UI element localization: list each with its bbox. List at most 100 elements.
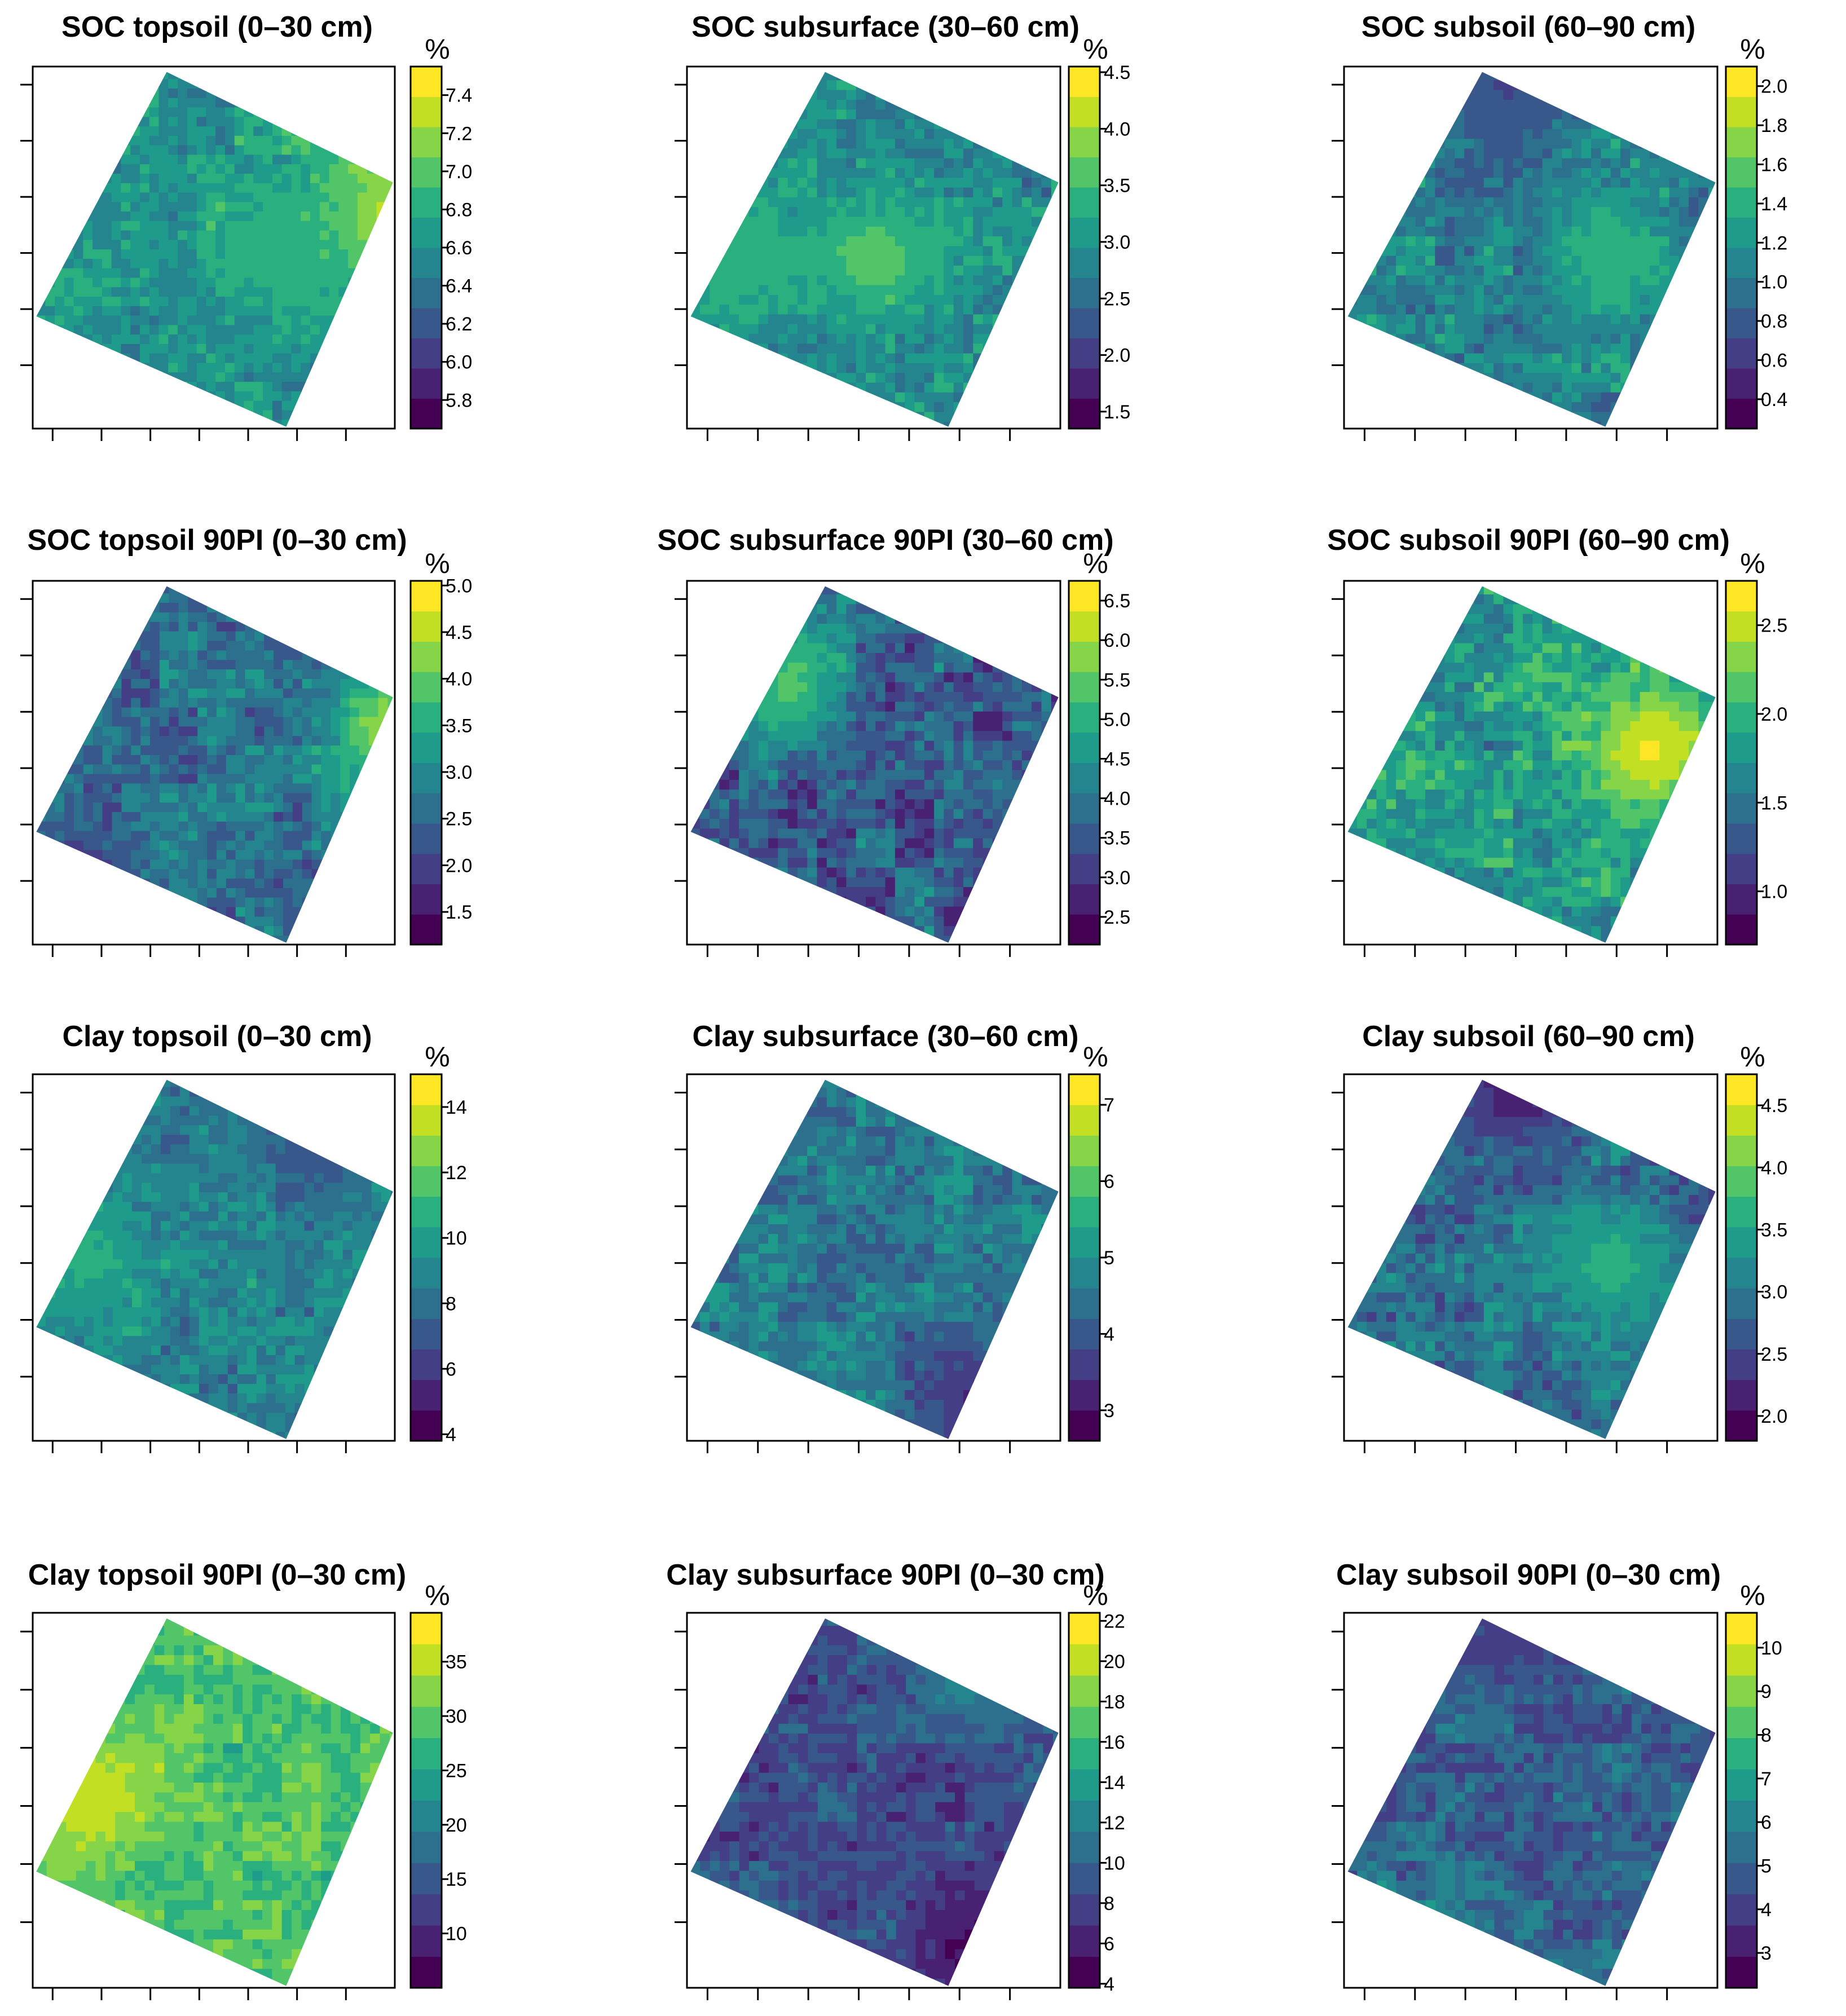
raster-cell (807, 412, 818, 422)
raster-cell (710, 255, 720, 266)
raster-cell (973, 421, 984, 427)
raster-cell (83, 240, 93, 250)
raster-cell (1483, 148, 1494, 159)
raster-cell (768, 373, 778, 383)
raster-cell (885, 324, 896, 334)
raster-cell (797, 236, 808, 246)
raster-cell (27, 297, 36, 306)
raster-cell (357, 325, 368, 335)
raster-cell (934, 236, 944, 246)
raster-cell (1474, 314, 1484, 325)
raster-cell (83, 297, 93, 307)
raster-cell (376, 315, 386, 326)
raster-cell (301, 448, 310, 458)
raster-cell (36, 325, 46, 335)
raster-cell (827, 431, 837, 442)
raster-cell (1464, 382, 1475, 393)
raster-cell (149, 192, 160, 202)
raster-cell (807, 139, 818, 149)
raster-cell (36, 334, 46, 345)
raster-cell (680, 431, 690, 442)
raster-cell (885, 158, 896, 169)
raster-cell (983, 382, 993, 393)
raster-cell (1367, 451, 1377, 461)
raster-cell (885, 226, 896, 237)
raster-cell (319, 287, 330, 297)
raster-cell (357, 174, 368, 184)
raster-cell (846, 109, 857, 120)
raster-cell (178, 391, 188, 402)
raster-cell (1318, 402, 1328, 412)
raster-cell (1435, 236, 1446, 246)
raster-cell (17, 429, 27, 439)
raster-cell (130, 353, 140, 364)
raster-cell (690, 255, 700, 266)
raster-cell (1493, 266, 1504, 276)
raster-cell (807, 51, 817, 61)
raster-cell (700, 51, 710, 61)
raster-cell (1318, 422, 1328, 432)
raster-cell (661, 442, 671, 452)
raster-cell (395, 306, 405, 316)
raster-cell (140, 391, 150, 402)
raster-cell (797, 80, 808, 91)
raster-cell (856, 461, 866, 471)
raster-cell (1406, 392, 1416, 403)
raster-cell (395, 79, 405, 89)
raster-cell (263, 126, 273, 136)
raster-cell (206, 363, 216, 373)
raster-cell (787, 90, 798, 100)
raster-cell (253, 230, 263, 241)
raster-cell (140, 79, 150, 89)
raster-cell (377, 448, 386, 458)
raster-cell (895, 305, 905, 315)
raster-cell (1347, 41, 1358, 51)
raster-cell (73, 382, 83, 392)
raster-cell (944, 158, 954, 169)
raster-cell (1406, 178, 1416, 188)
raster-cell (74, 60, 83, 70)
raster-cell (253, 277, 263, 288)
raster-cell (905, 158, 915, 169)
raster-cell (1483, 119, 1494, 130)
raster-cell (83, 220, 93, 231)
colorbar-swatch (411, 308, 442, 338)
raster-cell (787, 187, 798, 198)
raster-cell (875, 217, 886, 227)
raster-cell (234, 117, 245, 127)
raster-cell (358, 51, 367, 60)
raster-cell (111, 192, 121, 202)
raster-cell (263, 240, 273, 250)
raster-cell (197, 429, 206, 439)
raster-cell (281, 372, 292, 382)
raster-cell (121, 202, 131, 212)
raster-cell (1386, 451, 1396, 461)
raster-cell (1337, 197, 1347, 208)
raster-cell (1012, 412, 1023, 422)
raster-cell (1386, 129, 1396, 139)
raster-cell (64, 51, 74, 60)
raster-cell (319, 174, 330, 184)
raster-cell (729, 442, 739, 452)
raster-cell (178, 174, 188, 184)
raster-cell (768, 168, 778, 178)
raster-cell (140, 72, 150, 80)
raster-cell (895, 178, 905, 188)
raster-cell (17, 325, 27, 334)
raster-cell (866, 275, 876, 286)
raster-cell (168, 79, 178, 89)
raster-cell (846, 353, 857, 364)
raster-cell (768, 119, 778, 130)
raster-cell (914, 363, 925, 373)
raster-cell (225, 174, 235, 184)
raster-cell (866, 148, 876, 159)
raster-cell (1032, 266, 1042, 276)
raster-cell (748, 187, 759, 198)
raster-cell (846, 412, 857, 422)
raster-cell (1406, 266, 1416, 276)
raster-cell (1464, 90, 1475, 100)
raster-cell (787, 119, 798, 130)
raster-cell (710, 431, 720, 442)
raster-cell (196, 135, 207, 146)
raster-cell (739, 148, 749, 159)
